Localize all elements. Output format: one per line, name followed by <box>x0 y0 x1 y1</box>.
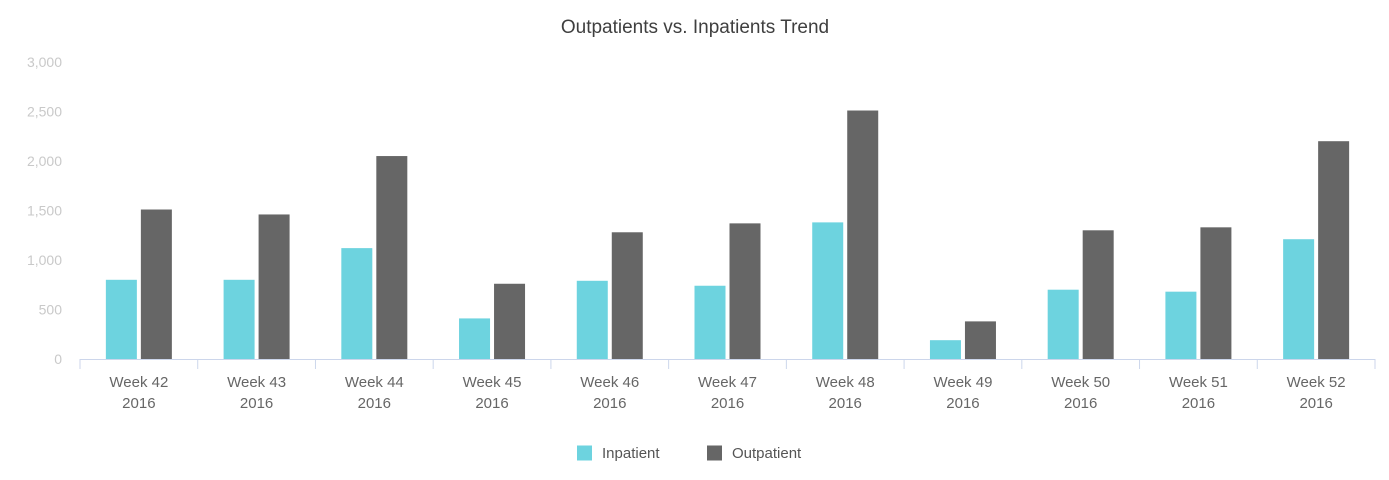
outpatient-bar[interactable] <box>729 223 761 359</box>
x-tick-label-year: 2016 <box>1299 395 1332 412</box>
outpatient-bar[interactable] <box>494 283 526 359</box>
series-inpatient <box>105 222 1315 359</box>
x-tick-label-week: Week 46 <box>580 374 639 391</box>
x-tick-label-week: Week 43 <box>227 374 286 391</box>
x-tick-label: Week 45 2016 <box>463 374 522 412</box>
outpatient-bar[interactable] <box>1200 227 1232 359</box>
x-tick-label: Week 47 2016 <box>698 374 757 412</box>
x-tick-label-year: 2016 <box>240 395 273 412</box>
y-tick-label: 1,500 <box>27 203 62 219</box>
x-tick-label: Week 52 2016 <box>1287 374 1346 412</box>
y-tick-label: 2,000 <box>27 153 62 169</box>
x-tick-label-year: 2016 <box>711 395 744 412</box>
inpatient-bar[interactable] <box>341 248 373 359</box>
inpatient-bar[interactable] <box>223 279 255 359</box>
x-tick-label-week: Week 50 <box>1051 374 1110 391</box>
legend-label: Outpatient <box>732 445 802 462</box>
x-tick-label-year: 2016 <box>829 395 862 412</box>
outpatient-bar[interactable] <box>964 321 996 359</box>
x-tick-label-year: 2016 <box>1182 395 1215 412</box>
inpatient-bar[interactable] <box>812 222 844 359</box>
x-tick-label-week: Week 45 <box>463 374 522 391</box>
legend[interactable]: Inpatient Outpatient <box>577 445 802 462</box>
x-tick-label-week: Week 49 <box>933 374 992 391</box>
x-tick-label: Week 44 2016 <box>345 374 404 412</box>
x-tick-label-week: Week 44 <box>345 374 404 391</box>
x-tick-label-week: Week 52 <box>1287 374 1346 391</box>
outpatient-bar[interactable] <box>140 209 172 359</box>
legend-label: Inpatient <box>602 445 660 462</box>
x-tick-label: Week 49 2016 <box>933 374 992 412</box>
outpatient-bar[interactable] <box>847 110 879 359</box>
inpatient-bar[interactable] <box>929 340 961 359</box>
inpatient-bar[interactable] <box>1165 291 1197 359</box>
x-tick-label-week: Week 48 <box>816 374 875 391</box>
y-tick-label: 1,000 <box>27 252 62 268</box>
x-tick-label: Week 48 2016 <box>816 374 875 412</box>
inpatient-bar[interactable] <box>459 318 491 359</box>
y-axis: 0 500 1,000 1,500 2,000 2,500 3,000 <box>27 54 62 367</box>
x-tick-label: Week 46 2016 <box>580 374 639 412</box>
x-tick-label-year: 2016 <box>475 395 508 412</box>
legend-swatch <box>577 445 592 461</box>
chart-title: Outpatients vs. Inpatients Trend <box>561 17 829 38</box>
x-tick-label: Week 42 2016 <box>109 374 168 412</box>
x-tick-label-week: Week 42 <box>109 374 168 391</box>
inpatient-bar[interactable] <box>1283 239 1315 359</box>
x-tick-label: Week 50 2016 <box>1051 374 1110 412</box>
legend-item-outpatient[interactable]: Outpatient <box>707 445 802 462</box>
inpatient-bar[interactable] <box>694 285 726 359</box>
y-tick-label: 3,000 <box>27 54 62 70</box>
series-outpatient <box>140 110 1350 359</box>
bars <box>105 110 1350 359</box>
x-tick-label-year: 2016 <box>122 395 155 412</box>
inpatient-bar[interactable] <box>105 279 137 359</box>
outpatient-bar[interactable] <box>258 214 290 359</box>
x-tick-label-year: 2016 <box>593 395 626 412</box>
y-tick-label: 2,500 <box>27 104 62 120</box>
x-tick-label-week: Week 47 <box>698 374 757 391</box>
x-tick-label-week: Week 51 <box>1169 374 1228 391</box>
legend-item-inpatient[interactable]: Inpatient <box>577 445 660 462</box>
outpatient-bar[interactable] <box>376 156 408 359</box>
x-tick-label: Week 51 2016 <box>1169 374 1228 412</box>
inpatient-bar[interactable] <box>1047 289 1079 359</box>
outpatient-bar[interactable] <box>1082 230 1114 359</box>
x-tick-label-year: 2016 <box>946 395 979 412</box>
y-tick-label: 0 <box>54 351 62 367</box>
outpatient-bar[interactable] <box>611 232 643 359</box>
outpatient-bar[interactable] <box>1318 141 1350 359</box>
x-tick-label: Week 43 2016 <box>227 374 286 412</box>
inpatient-bar[interactable] <box>576 280 608 359</box>
x-tick-label-year: 2016 <box>358 395 391 412</box>
y-tick-label: 500 <box>39 302 63 318</box>
x-tick-label-year: 2016 <box>1064 395 1097 412</box>
legend-swatch <box>707 445 722 461</box>
